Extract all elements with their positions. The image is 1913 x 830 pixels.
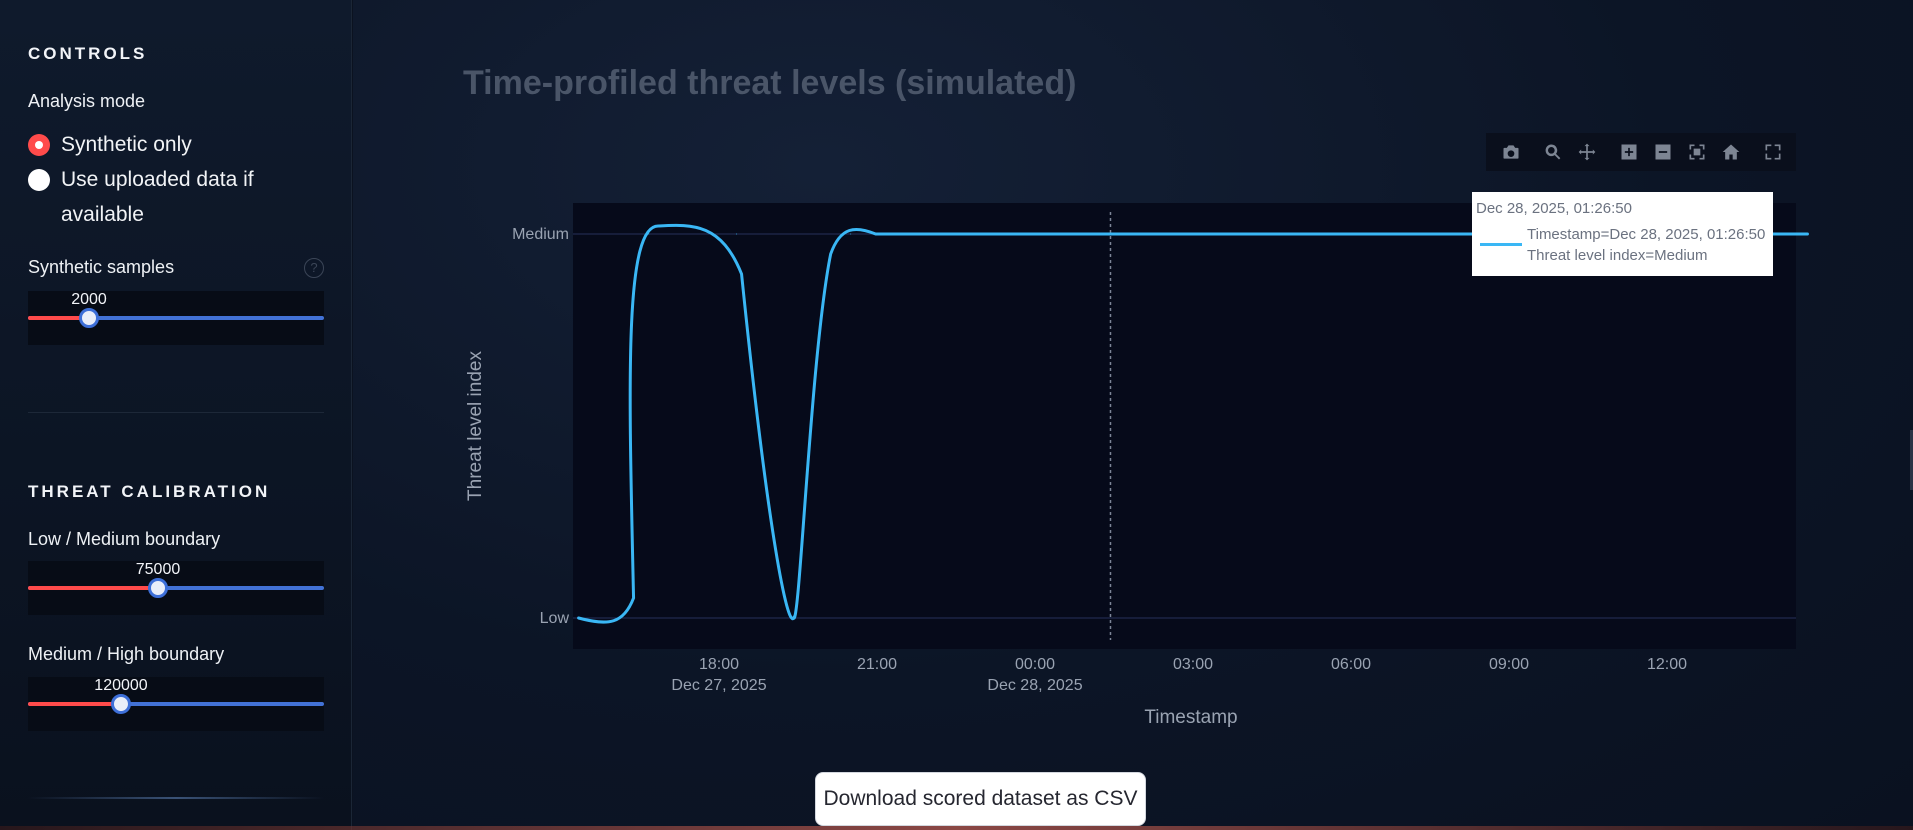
- tooltip-series-swatch: [1480, 243, 1522, 246]
- slider-thumb[interactable]: [79, 308, 99, 328]
- reset-axes-icon[interactable]: [1714, 137, 1748, 167]
- x-tick-label: 06:00: [1331, 656, 1371, 673]
- slider-thumb[interactable]: [111, 694, 131, 714]
- zoom-out-icon[interactable]: [1646, 137, 1680, 167]
- analysis-mode-label: Analysis mode: [28, 91, 146, 111]
- data-point: [648, 233, 650, 235]
- zoom-icon[interactable]: [1536, 137, 1570, 167]
- controls-title: CONTROLS: [28, 44, 148, 63]
- x-tick-label: 21:00: [857, 656, 897, 673]
- camera-icon[interactable]: [1494, 137, 1528, 167]
- medium-high-slider[interactable]: 120000: [28, 677, 324, 731]
- x-tick-sublabel: Dec 27, 2025: [671, 677, 766, 694]
- data-point: [1806, 233, 1808, 235]
- scrollbar[interactable]: [1910, 430, 1913, 490]
- tooltip-threat-level: Threat level index=Medium: [1527, 247, 1708, 264]
- slider-thumb[interactable]: [148, 578, 168, 598]
- y-tick-label: Medium: [512, 226, 569, 243]
- x-tick-label: 18:00: [699, 656, 739, 673]
- data-point: [578, 617, 580, 619]
- plot-area[interactable]: [573, 203, 1796, 649]
- pan-icon[interactable]: [1570, 137, 1604, 167]
- slider-track[interactable]: [28, 316, 324, 320]
- question-circle-icon[interactable]: ?: [304, 258, 324, 278]
- synthetic-samples-label: Synthetic samples: [28, 257, 175, 277]
- bottom-decoration: [0, 826, 1913, 830]
- radio-unchecked-icon[interactable]: [28, 169, 50, 191]
- low-medium-label: Low / Medium boundary: [28, 529, 221, 549]
- divider: [28, 797, 324, 799]
- threat-calibration-title: THREAT CALIBRATION: [28, 482, 271, 501]
- slider-track[interactable]: [28, 702, 324, 706]
- x-tick-sublabel: Dec 28, 2025: [987, 677, 1082, 694]
- data-point: [736, 233, 738, 235]
- fullscreen-icon[interactable]: [1756, 137, 1790, 167]
- radio-label: Synthetic only: [61, 133, 192, 156]
- data-point: [793, 617, 795, 619]
- slider-fill: [28, 702, 121, 706]
- medium-high-label: Medium / High boundary: [28, 644, 225, 664]
- slider-track[interactable]: [28, 586, 324, 590]
- chart-modebar: [1486, 133, 1796, 171]
- slider-fill: [28, 316, 89, 320]
- slider-value: 2000: [71, 291, 107, 308]
- sidebar: CONTROLS Analysis mode Synthetic only Us…: [0, 0, 352, 830]
- x-tick-label: 00:00: [1015, 656, 1055, 673]
- slider-value: 120000: [94, 677, 148, 694]
- slider-value: 75000: [135, 561, 181, 578]
- x-tick-label: 12:00: [1647, 656, 1687, 673]
- low-medium-slider[interactable]: 75000: [28, 561, 324, 615]
- divider: [28, 412, 324, 413]
- data-point: [850, 233, 852, 235]
- radio-use-uploaded[interactable]: Use uploaded data if available: [28, 168, 268, 232]
- synthetic-samples-slider[interactable]: 2000: [28, 291, 324, 345]
- x-tick-label: 09:00: [1489, 656, 1529, 673]
- tooltip-timestamp: Timestamp=Dec 28, 2025, 01:26:50: [1527, 226, 1766, 243]
- tooltip-header: Dec 28, 2025, 01:26:50: [1476, 200, 1632, 217]
- data-point: [1109, 233, 1111, 235]
- hover-tooltip: Dec 28, 2025, 01:26:50 Timestamp=Dec 28,…: [1472, 192, 1773, 276]
- x-tick-label: 03:00: [1173, 656, 1213, 673]
- radio-label: Use uploaded data if available: [61, 168, 254, 226]
- page-title: Time-profiled threat levels (simulated): [463, 64, 1077, 102]
- radio-synthetic-only[interactable]: Synthetic only: [28, 133, 192, 162]
- y-tick-label: Low: [540, 610, 570, 627]
- zoom-in-icon[interactable]: [1612, 137, 1646, 167]
- y-axis-title: Threat level index: [465, 351, 486, 501]
- autoscale-icon[interactable]: [1680, 137, 1714, 167]
- radio-checked-icon[interactable]: [28, 134, 50, 156]
- download-csv-button[interactable]: Download scored dataset as CSV: [815, 772, 1146, 826]
- x-axis-title: Timestamp: [1144, 707, 1237, 728]
- threat-level-chart[interactable]: Low Medium 18:00 Dec 27, 2025 21:00 00:00 Dec …: [353, 0, 1913, 760]
- series-line: [577, 223, 1809, 624]
- main-content: Time-profiled threat levels (simulated) …: [353, 0, 1913, 830]
- slider-fill: [28, 586, 158, 590]
